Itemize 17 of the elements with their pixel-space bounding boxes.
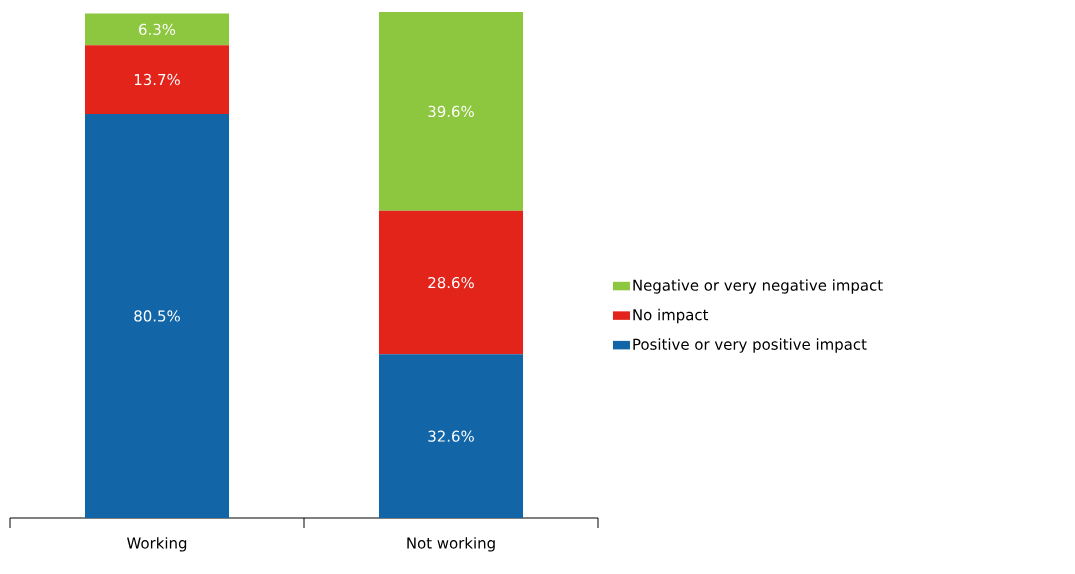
- data-label: 80.5%: [134, 310, 180, 322]
- bar: [378, 354, 524, 518]
- data-label: 6.3%: [139, 23, 176, 35]
- bar: [84, 113, 230, 518]
- data-label: 28.6%: [428, 276, 474, 289]
- legend-label: Negative or very negative impact: [633, 279, 883, 294]
- bar: [84, 13, 230, 46]
- x-tick-label: Working: [127, 537, 187, 552]
- x-tick-label: Not working: [407, 537, 495, 552]
- bar: [84, 45, 230, 114]
- data-label: 39.6%: [428, 105, 474, 118]
- bar: [378, 210, 524, 355]
- bar: [378, 12, 524, 211]
- data-label: 32.6%: [428, 430, 474, 442]
- data-label: 13.7%: [134, 73, 180, 86]
- legend-label: No impact: [633, 308, 709, 324]
- legend-label: Positive or very positive impact: [633, 338, 867, 353]
